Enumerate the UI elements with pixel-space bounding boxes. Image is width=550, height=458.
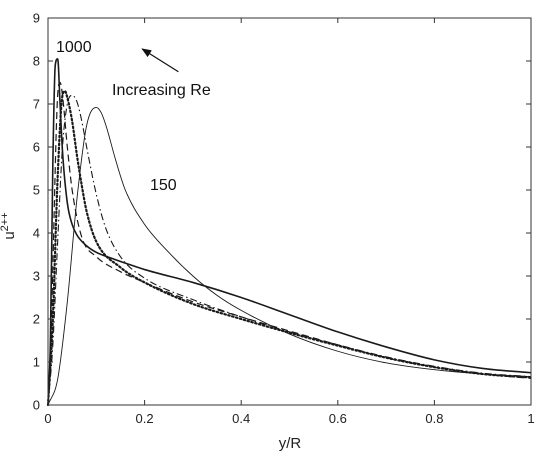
y-tick-label: 9 <box>33 11 40 26</box>
x-tick-label: 0.6 <box>329 411 347 426</box>
increasing-re-arrow <box>141 48 179 73</box>
series-line-5 <box>47 106 532 406</box>
y-tick-label: 8 <box>33 54 40 69</box>
y-tick-label: 0 <box>33 398 40 413</box>
x-tick-label: 1 <box>527 411 534 426</box>
annotation-increasing-re: Increasing Re <box>112 82 211 99</box>
x-tick-label: 0.4 <box>232 411 250 426</box>
y-tick-label: 3 <box>33 269 40 284</box>
series-line-4 <box>47 94 532 406</box>
tick-label-layer: 0 0.2 0.4 0.6 0.8 1 0 1 2 3 4 5 6 7 8 9 <box>33 11 535 427</box>
x-tick-label: 0 <box>44 411 51 426</box>
x-tick-label: 0.2 <box>136 411 154 426</box>
x-axis-title: y/R <box>279 435 302 452</box>
y-axis-title: u2++ <box>0 212 18 239</box>
y-tick-label: 2 <box>33 312 40 327</box>
x-tick-label: 0.8 <box>425 411 443 426</box>
series-line-3 <box>46 89 533 407</box>
y-axis-title-superscript: 2++ <box>0 212 11 231</box>
y-tick-label: 4 <box>33 226 40 241</box>
plot-frame <box>47 17 532 406</box>
y-tick-label: 1 <box>33 355 40 370</box>
y-tick-label: 5 <box>33 183 40 198</box>
y-tick-label: 7 <box>33 97 40 112</box>
annotation-low-re: 150 <box>150 177 177 194</box>
series-line-2 <box>47 81 532 406</box>
y-axis-title-base: u <box>1 231 18 239</box>
series-line-1 <box>47 58 532 406</box>
tick-layer <box>47 17 532 406</box>
series-layer <box>46 58 533 407</box>
y-tick-label: 6 <box>33 140 40 155</box>
annotation-high-re: 1000 <box>56 39 92 56</box>
